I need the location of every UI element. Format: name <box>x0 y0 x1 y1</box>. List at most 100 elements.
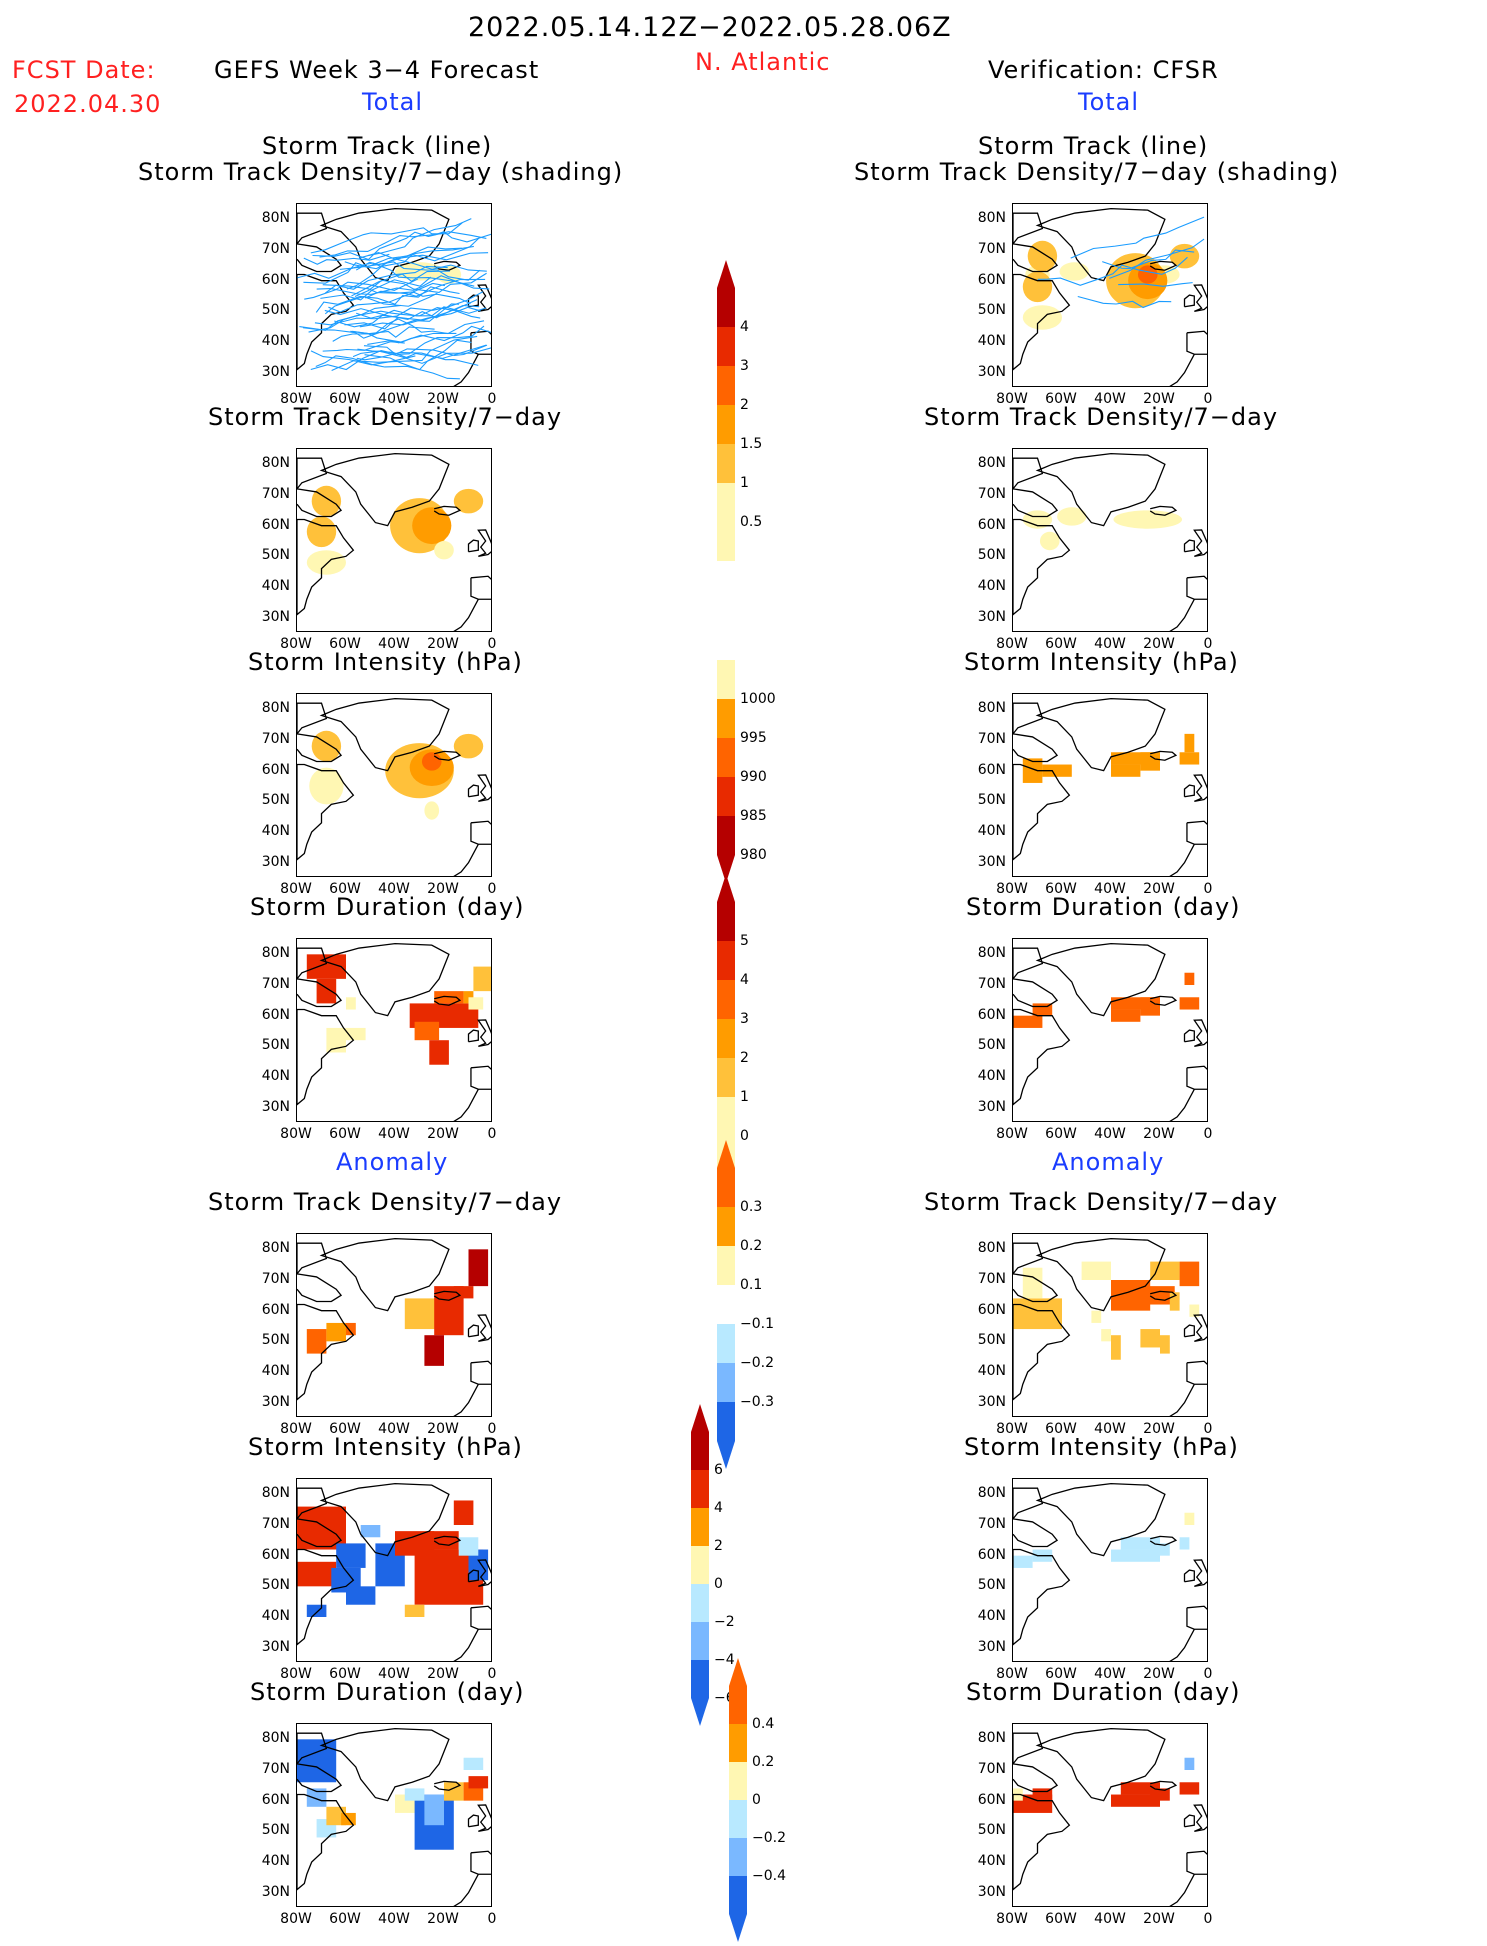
map-svg <box>297 449 492 632</box>
coastline <box>1167 1089 1208 1122</box>
lat-tick-label: 30N <box>246 1099 290 1115</box>
density-blob <box>1023 271 1052 302</box>
colorbar-bin <box>717 1168 735 1207</box>
heatmap-cell <box>405 1605 425 1617</box>
colorbar-label: 0.1 <box>740 1277 762 1293</box>
coastline <box>451 1384 492 1417</box>
coastline <box>1013 520 1069 615</box>
lat-tick-label: 50N <box>962 792 1006 808</box>
coastline <box>297 244 341 272</box>
lat-tick-label: 40N <box>962 823 1006 839</box>
coastline <box>1013 1488 1042 1519</box>
heatmap-cell <box>1111 1010 1140 1022</box>
colorbar-label: 995 <box>740 730 767 746</box>
colorbar-bin <box>717 1363 735 1402</box>
lon-tick-label: 40W <box>374 1126 414 1142</box>
density-blob <box>312 731 341 762</box>
lat-tick-label: 30N <box>246 364 290 380</box>
lon-tick-label: 40W <box>1090 1666 1130 1682</box>
coastline <box>469 540 479 552</box>
heatmap-cell <box>297 1507 346 1550</box>
coastline <box>1187 1606 1208 1629</box>
lon-tick-label: 80W <box>992 391 1032 407</box>
colorbar-cap <box>717 1140 735 1168</box>
lat-tick-label: 30N <box>962 854 1006 870</box>
lat-tick-label: 60N <box>962 1792 1006 1808</box>
colorbar-label: 4 <box>740 319 749 335</box>
lat-tick-label: 30N <box>962 364 1006 380</box>
map-panel-8 <box>1012 938 1208 1122</box>
heatmap-cell <box>326 1323 346 1341</box>
title-density-anom-right: Storm Track Density/7−day <box>924 1190 1278 1214</box>
colorbar-bin <box>691 1470 709 1508</box>
coastline <box>1013 1764 1057 1792</box>
colorbar-label: 0 <box>752 1792 761 1808</box>
lon-tick-label: 80W <box>276 1421 316 1437</box>
lat-tick-label: 80N <box>246 210 290 226</box>
density-blob <box>1040 532 1060 550</box>
lat-tick-label: 30N <box>962 1639 1006 1655</box>
lat-tick-label: 80N <box>962 455 1006 471</box>
map-svg <box>297 204 492 387</box>
lat-tick-label: 30N <box>962 1099 1006 1115</box>
fcst-date-value: 2022.04.30 <box>14 92 161 116</box>
coastline <box>1187 331 1208 354</box>
coastline <box>471 576 492 599</box>
colorbar-label: 0.5 <box>740 514 762 530</box>
colorbar-cap <box>729 1914 747 1942</box>
coastline <box>451 1874 492 1907</box>
lat-tick-label: 70N <box>962 976 1006 992</box>
heatmap-cell <box>346 997 356 1009</box>
lat-tick-label: 50N <box>246 547 290 563</box>
map-panel-2 <box>1012 203 1208 387</box>
colorbar-bin <box>691 1584 709 1622</box>
coastline <box>297 213 326 244</box>
colorbar-label: 1.5 <box>740 436 762 452</box>
colorbar-bin <box>717 1019 735 1058</box>
lat-tick-label: 40N <box>246 1068 290 1084</box>
coastline <box>469 1030 479 1042</box>
colorbar-label: 4 <box>740 972 749 988</box>
colorbar-bin <box>717 483 735 522</box>
coastline <box>469 1325 479 1337</box>
lat-tick-label: 40N <box>246 333 290 349</box>
lon-tick-label: 40W <box>374 1421 414 1437</box>
coastline <box>451 1089 492 1122</box>
lon-tick-label: 20W <box>423 881 463 897</box>
heatmap-cell <box>1185 973 1195 985</box>
lat-tick-label: 50N <box>246 1332 290 1348</box>
lat-tick-label: 80N <box>962 700 1006 716</box>
colorbar-label: 0.2 <box>752 1754 774 1770</box>
heatmap-cell <box>464 1758 484 1770</box>
colorbar-bin <box>717 1402 735 1441</box>
heatmap-cell <box>405 1788 425 1800</box>
coastline <box>471 1851 492 1874</box>
lat-tick-label: 40N <box>246 1363 290 1379</box>
lat-tick-label: 80N <box>962 210 1006 226</box>
heatmap-cell <box>1180 752 1200 764</box>
map-svg <box>1013 1479 1208 1662</box>
colorbar-cap <box>691 1698 709 1726</box>
colorbar-label: 990 <box>740 769 767 785</box>
heatmap-cell <box>1185 734 1195 752</box>
lat-tick-label: 60N <box>246 517 290 533</box>
verification-title: Verification: CFSR <box>988 58 1219 82</box>
storm-track-line <box>328 292 470 312</box>
title-intensity-right: Storm Intensity (hPa) <box>964 650 1239 674</box>
colorbar-bin <box>717 1097 735 1136</box>
lat-tick-label: 30N <box>962 609 1006 625</box>
colorbar-bin <box>729 1838 747 1876</box>
colorbar-label: 1 <box>740 1089 749 1105</box>
colorbar-label: 1000 <box>740 691 776 707</box>
map-panel-6 <box>1012 693 1208 877</box>
colorbar-bin <box>717 941 735 980</box>
colorbar-bin <box>691 1546 709 1584</box>
lat-tick-label: 80N <box>246 1485 290 1501</box>
coastline <box>297 458 326 489</box>
lat-tick-label: 40N <box>246 1853 290 1869</box>
map-panel-14 <box>1012 1723 1208 1907</box>
lon-tick-label: 80W <box>276 1126 316 1142</box>
colorbar-bin <box>717 1207 735 1246</box>
map-panel-4 <box>1012 448 1208 632</box>
lat-tick-label: 60N <box>246 1547 290 1563</box>
